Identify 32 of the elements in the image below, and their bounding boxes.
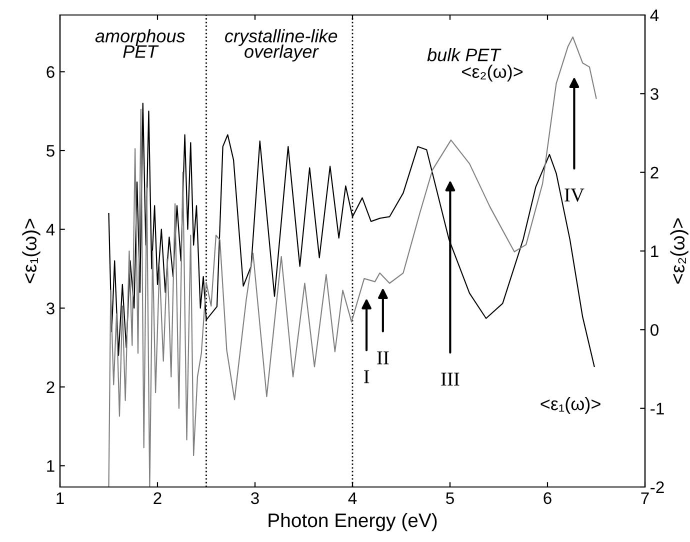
y2-tick-label: 4 [650, 10, 659, 22]
y-tick-label: 4 [46, 224, 55, 236]
annotation: amorphous PET [95, 29, 185, 58]
y-tick-label: 6 [46, 66, 54, 78]
y-tick-label: 1 [47, 460, 54, 472]
series-label: <ε₁(ω)> [540, 396, 600, 414]
y2-axis-title: <ε₂(ω)> [670, 218, 688, 284]
y-tick-label: 5 [46, 145, 54, 157]
x-axis-title: Photon Energy (eV) [268, 512, 437, 532]
x-tick-label: 3 [251, 492, 259, 504]
y-tick-label: 2 [46, 381, 54, 393]
y2-tick-label: 2 [650, 166, 658, 178]
y2-tick-label: -2 [650, 481, 664, 494]
x-tick-label: 1 [56, 492, 64, 504]
y-axis-title: <ε₁(ω)> [22, 218, 40, 284]
x-tick-label: 2 [154, 492, 162, 504]
y2-tick-label: 3 [650, 88, 658, 100]
series-label: <ε₂(ω)> [462, 64, 523, 82]
y2-tick-label: -1 [650, 402, 664, 414]
x-tick-label: 4 [348, 492, 357, 504]
annotation: II [377, 352, 389, 364]
annotation: IV [564, 188, 584, 202]
x-tick-label: 7 [641, 492, 649, 504]
annotation: III [441, 372, 460, 386]
x-tick-label: 6 [544, 492, 552, 504]
x-tick-label: 5 [446, 492, 454, 504]
annotation: crystalline-like overlayer [225, 29, 338, 62]
annotation: bulk PET [427, 48, 502, 62]
annotation: I [364, 370, 370, 384]
y2-tick-label: 1 [651, 246, 658, 258]
y-tick-label: 3 [46, 302, 54, 314]
y2-tick-label: 0 [650, 324, 658, 336]
